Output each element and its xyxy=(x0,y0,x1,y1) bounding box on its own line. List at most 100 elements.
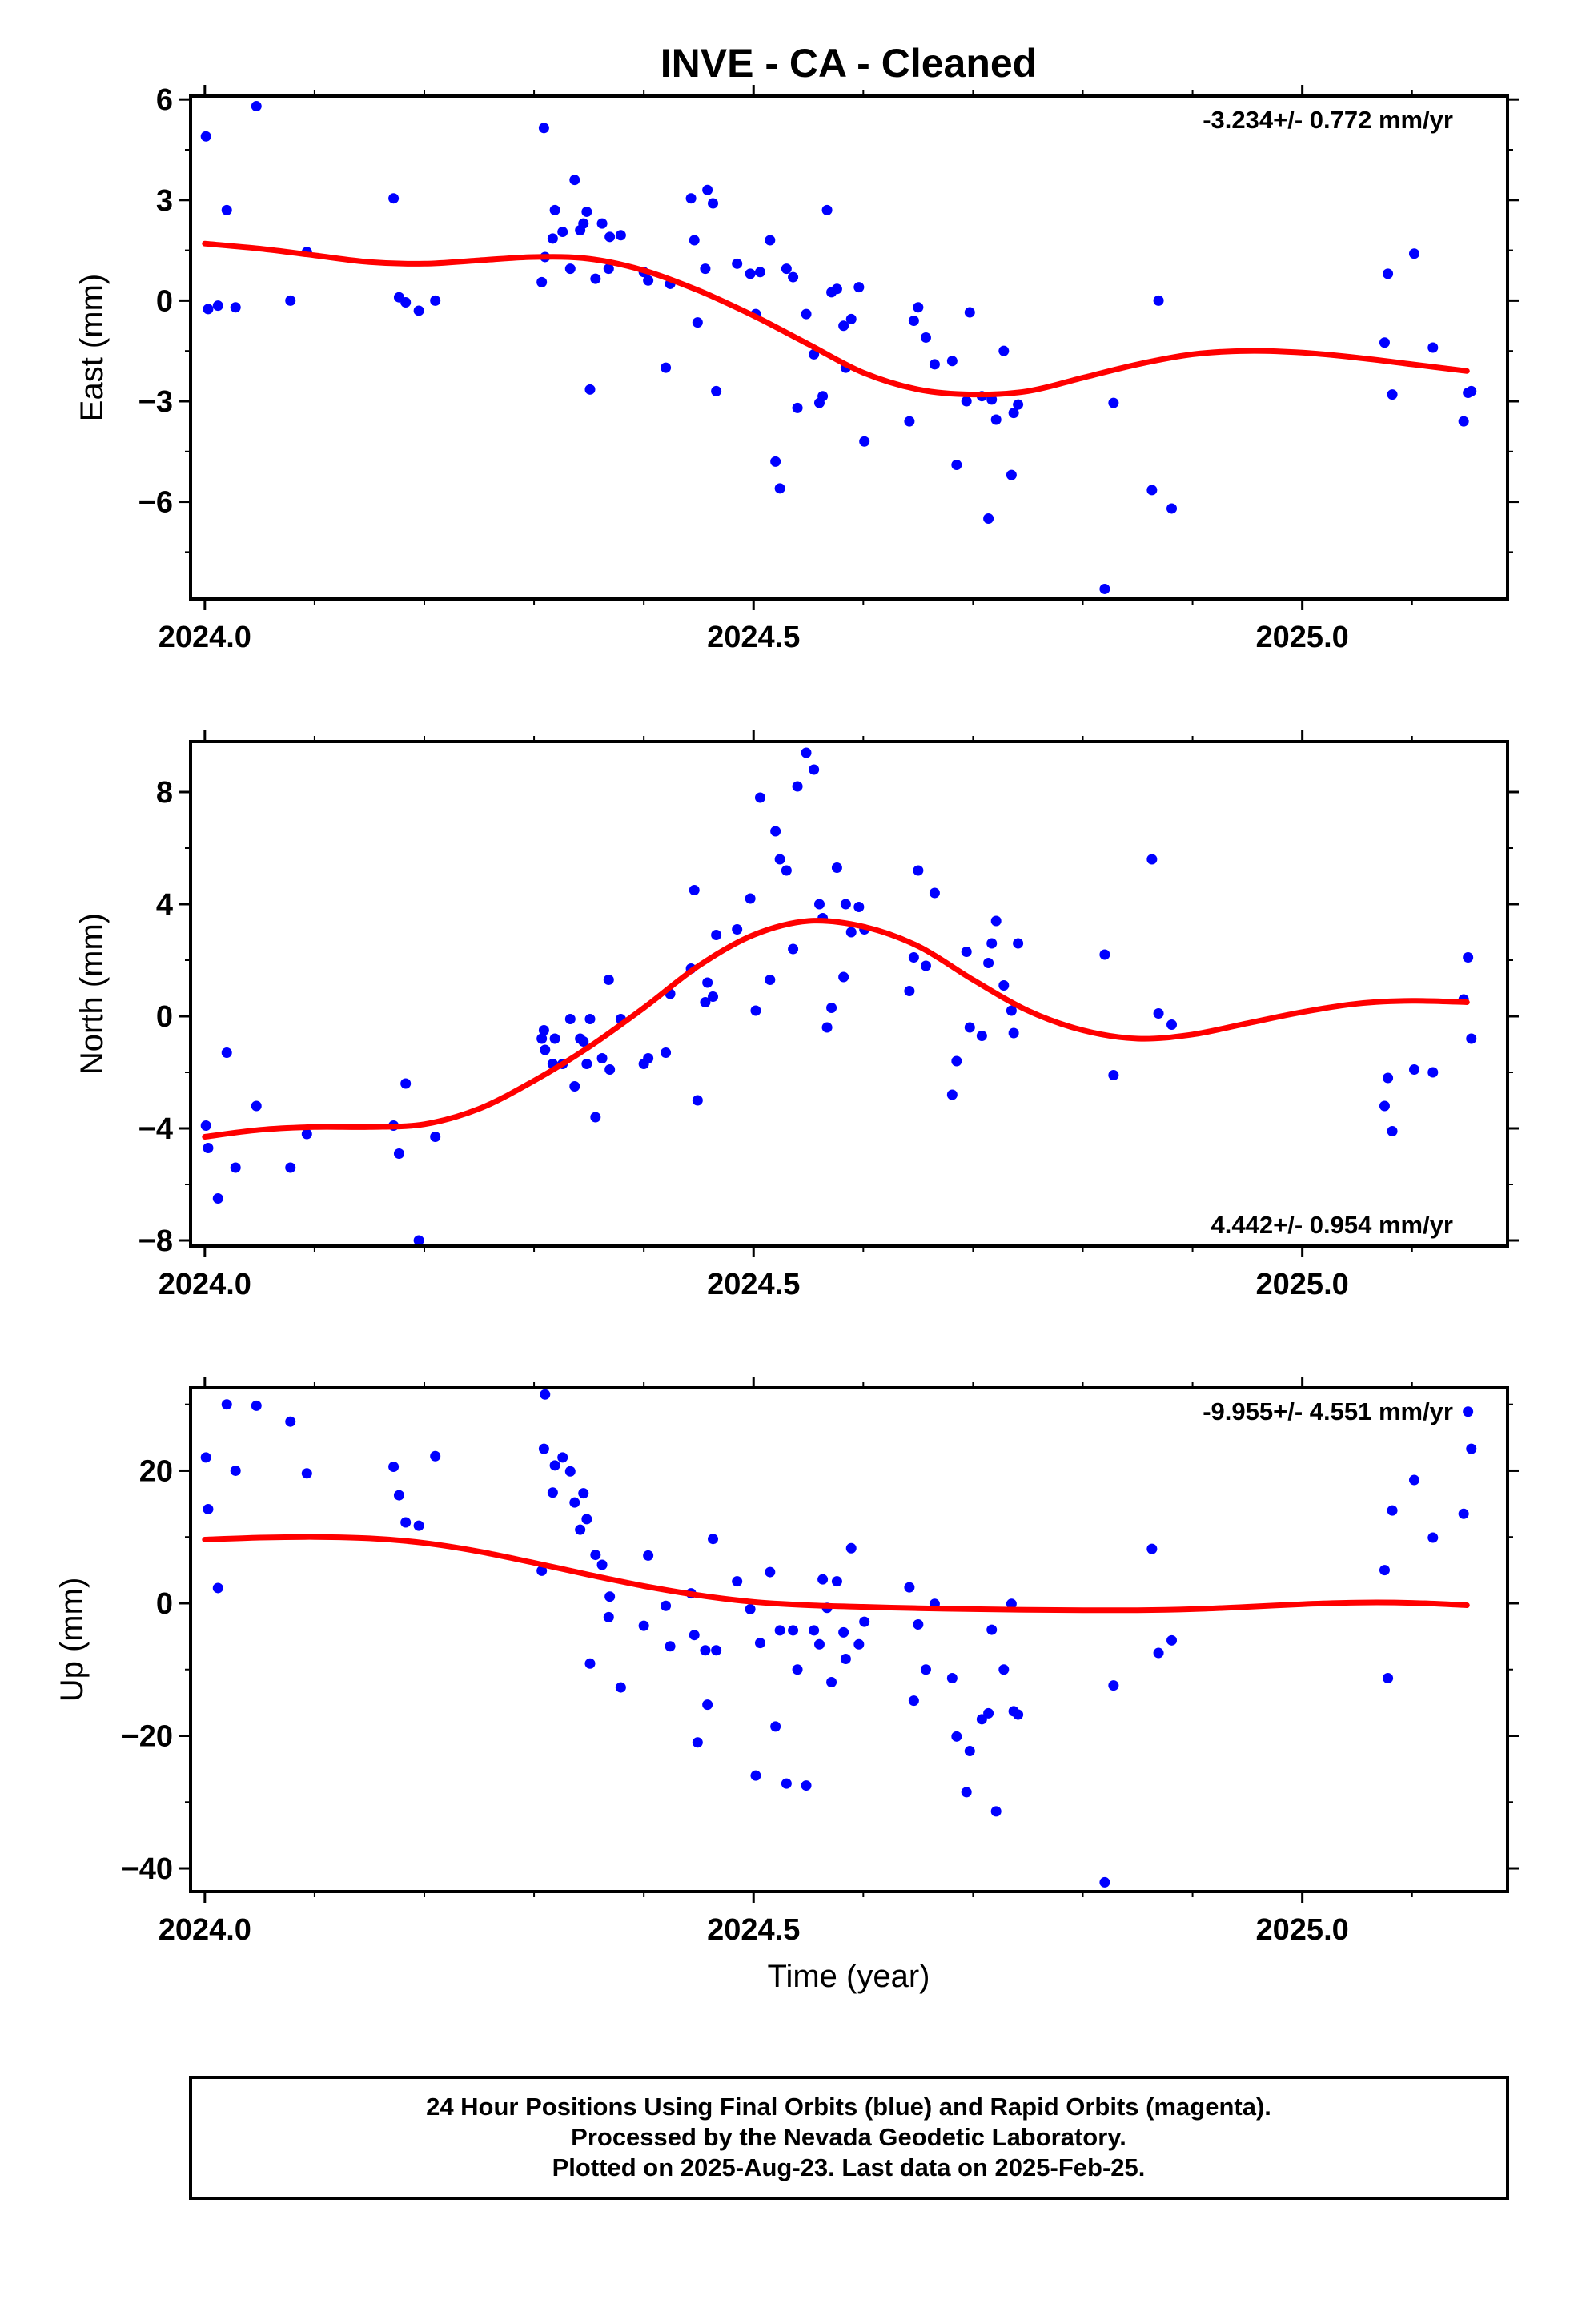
data-point xyxy=(1463,952,1474,963)
data-point xyxy=(840,1654,851,1665)
data-point xyxy=(929,887,940,899)
data-point xyxy=(581,206,592,217)
y-tick-label: −40 xyxy=(122,1852,173,1886)
data-point xyxy=(590,273,601,284)
data-point xyxy=(203,1143,214,1153)
data-point xyxy=(831,1576,842,1587)
data-point xyxy=(230,302,241,313)
data-point xyxy=(1387,1126,1398,1136)
data-point xyxy=(1099,1876,1110,1888)
data-point xyxy=(221,204,232,215)
data-point xyxy=(998,980,1010,991)
data-point xyxy=(1379,337,1390,348)
data-point xyxy=(581,1059,592,1069)
data-point xyxy=(1108,1070,1119,1080)
data-point xyxy=(547,1487,558,1498)
data-point xyxy=(990,1806,1002,1817)
x-tick-label: 2024.5 xyxy=(707,1913,800,1947)
data-point xyxy=(821,1022,833,1033)
data-point xyxy=(920,332,931,343)
plot-frame xyxy=(189,94,1509,601)
data-point xyxy=(430,295,441,306)
data-point xyxy=(1166,1634,1178,1646)
data-point xyxy=(983,513,994,525)
data-point xyxy=(845,313,857,324)
y-tick-label: 8 xyxy=(156,776,173,810)
data-point xyxy=(859,436,870,447)
data-point xyxy=(838,971,849,983)
data-point xyxy=(781,263,792,275)
footer-frame xyxy=(189,2076,1509,2200)
data-point xyxy=(750,1005,761,1016)
data-point xyxy=(859,1616,870,1627)
data-point xyxy=(212,1193,223,1204)
data-point xyxy=(643,275,654,286)
data-point xyxy=(615,230,626,241)
data-point xyxy=(1383,1072,1394,1084)
y-axis-label: East (mm) xyxy=(74,274,110,421)
data-point xyxy=(929,359,940,370)
data-point xyxy=(578,218,589,229)
data-point xyxy=(400,1078,412,1089)
data-point xyxy=(661,362,672,373)
data-point xyxy=(430,1132,441,1142)
fit-curve xyxy=(202,240,1470,398)
data-point xyxy=(549,1460,560,1471)
data-point xyxy=(998,1664,1010,1675)
data-point xyxy=(200,1452,211,1463)
data-point xyxy=(1006,469,1017,480)
data-point xyxy=(1427,342,1439,353)
data-point xyxy=(788,943,799,955)
data-point xyxy=(1408,1064,1419,1075)
data-point xyxy=(538,1443,549,1454)
data-point xyxy=(1166,1019,1178,1030)
data-point xyxy=(1387,389,1398,400)
data-point xyxy=(538,123,549,134)
data-point xyxy=(983,1707,994,1719)
data-point xyxy=(212,300,223,312)
data-point xyxy=(538,1025,549,1035)
y-tick-label: −8 xyxy=(139,1224,173,1258)
data-point xyxy=(1013,938,1024,949)
y-tick-label: 0 xyxy=(156,1587,173,1621)
data-point xyxy=(604,231,616,243)
data-point xyxy=(1466,1033,1477,1044)
data-point xyxy=(285,295,296,306)
panel-3: −40 −20 0 20 2024.0 2024.5 2025.0 -9.955+/- 4.5… xyxy=(54,1377,1519,1947)
data-point xyxy=(1383,268,1394,279)
data-point xyxy=(961,396,972,407)
data-point xyxy=(838,1626,849,1638)
data-point xyxy=(781,865,792,876)
data-point xyxy=(1153,1008,1164,1019)
data-point xyxy=(821,204,833,215)
data-point xyxy=(1146,1543,1158,1554)
data-point xyxy=(1408,248,1419,259)
data-point xyxy=(946,356,958,367)
data-point xyxy=(212,1582,223,1594)
data-point xyxy=(1013,1709,1024,1720)
data-point xyxy=(961,1787,972,1798)
x-tick-label: 2025.0 xyxy=(1256,1268,1349,1301)
data-point xyxy=(285,1416,296,1427)
data-point xyxy=(251,1100,262,1112)
data-point xyxy=(692,1095,703,1106)
data-point xyxy=(584,384,596,395)
x-tick-label: 2024.0 xyxy=(159,1913,251,1947)
data-point xyxy=(770,826,781,837)
data-point xyxy=(708,991,719,1002)
data-point xyxy=(853,902,865,912)
data-point xyxy=(853,1638,865,1650)
data-point xyxy=(781,1778,792,1789)
data-layer xyxy=(200,1389,1477,1888)
x-axis-label: Time (year) xyxy=(768,1959,930,1994)
data-point xyxy=(1108,397,1119,408)
data-point xyxy=(1466,1443,1477,1454)
data-point xyxy=(400,296,412,308)
plot-frame xyxy=(189,740,1509,1248)
x-tick-label: 2024.5 xyxy=(707,1268,800,1301)
data-point xyxy=(643,1550,654,1561)
data-point xyxy=(792,1664,803,1675)
data-point xyxy=(904,1582,915,1593)
data-point xyxy=(692,317,703,328)
data-point xyxy=(792,781,803,792)
